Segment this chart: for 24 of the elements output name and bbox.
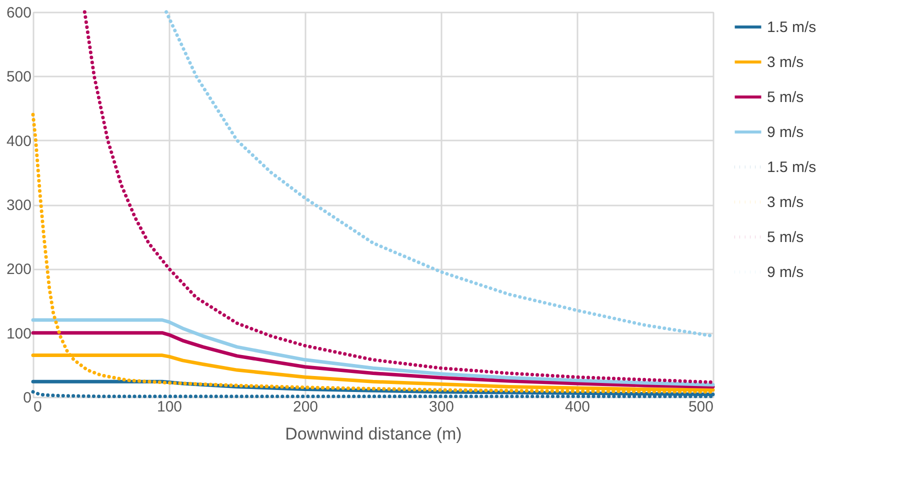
y-tick-label: 500 (6, 68, 32, 86)
y-tick-label: 300 (6, 197, 32, 214)
y-tick-label: 100 (6, 325, 32, 342)
legend-label: 5 m/s (767, 89, 804, 106)
legend-label: 3 m/s (767, 194, 804, 211)
x-tick-label: 400 (564, 398, 590, 416)
y-tick-label: 600 (6, 4, 32, 22)
x-tick-label: 100 (156, 398, 182, 416)
line-series (82, 10, 715, 384)
y-tick-label: 200 (6, 261, 32, 278)
y-tick-label: 400 (6, 132, 32, 150)
x-tick-label: 200 (292, 398, 318, 416)
legend-label: 9 m/s (767, 264, 804, 281)
line-series (31, 331, 715, 388)
x-tick-label: 300 (428, 398, 454, 416)
line-series (31, 318, 715, 387)
legend-label: 5 m/s (767, 229, 804, 246)
legend-label: 3 m/s (767, 54, 804, 71)
legend-label: 9 m/s (767, 124, 804, 141)
x-tick-label: 500 (688, 398, 714, 416)
legend-label: 1.5 m/s (767, 159, 816, 176)
x-tick-label: 0 (34, 398, 42, 416)
legend-label: 1.5 m/s (767, 19, 816, 36)
x-axis-title: Downwind distance (m) (285, 424, 462, 444)
